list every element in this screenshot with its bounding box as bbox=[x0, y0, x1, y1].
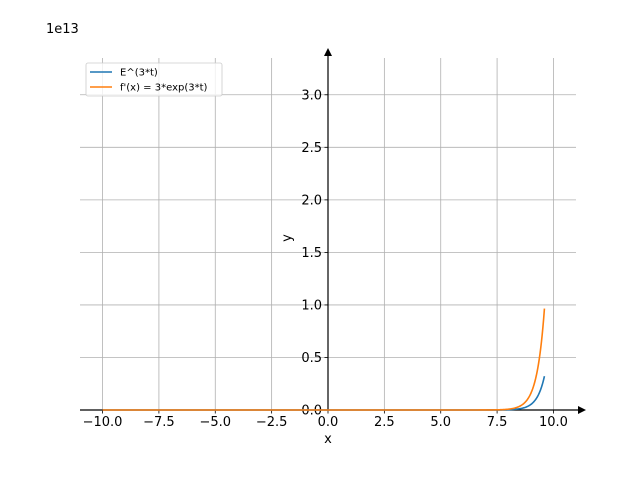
series-lines bbox=[102, 308, 546, 411]
y-tick-label: 0.5 bbox=[301, 351, 322, 366]
y-tick-label: 0.0 bbox=[301, 404, 322, 419]
y-tick-label: 2.5 bbox=[301, 141, 322, 156]
legend-box bbox=[85, 62, 223, 97]
y-axis bbox=[324, 48, 332, 410]
x-axis-arrow-icon bbox=[578, 406, 586, 414]
x-tick-label: −2.5 bbox=[256, 415, 288, 430]
legend-entry-label: f'(x) = 3*exp(3*t) bbox=[120, 83, 208, 94]
series-line bbox=[102, 308, 546, 411]
legend: E^(3*t) f'(x) = 3*exp(3*t) bbox=[85, 62, 223, 97]
x-tick-label: 0.0 bbox=[318, 415, 339, 430]
x-tick-label: −7.5 bbox=[143, 415, 175, 430]
y-tick-label: 3.0 bbox=[301, 88, 322, 103]
x-tick-label: 10.0 bbox=[539, 415, 568, 430]
y-axis-label: y bbox=[280, 234, 295, 242]
x-tick-label: −5.0 bbox=[199, 415, 231, 430]
y-tick-label: 1.0 bbox=[301, 298, 322, 313]
x-tick-label: 2.5 bbox=[374, 415, 395, 430]
legend-entry-label: E^(3*t) bbox=[120, 68, 158, 79]
x-ticks: −10.0 −7.5 −5.0 −2.5 0.0 2.5 5.0 7.5 10.0 bbox=[83, 410, 568, 430]
x-tick-label: 7.5 bbox=[487, 415, 508, 430]
y-offset-label: 1e13 bbox=[46, 22, 79, 37]
x-tick-label: 5.0 bbox=[430, 415, 451, 430]
x-tick-label: −10.0 bbox=[83, 415, 123, 430]
series-line bbox=[102, 375, 546, 411]
y-axis-arrow-icon bbox=[324, 48, 332, 56]
y-ticks: 0.0 0.5 1.0 1.5 2.0 2.5 3.0 bbox=[301, 88, 328, 419]
y-tick-label: 2.0 bbox=[301, 193, 322, 208]
x-axis-label: x bbox=[324, 432, 332, 447]
y-tick-label: 1.5 bbox=[301, 246, 322, 261]
